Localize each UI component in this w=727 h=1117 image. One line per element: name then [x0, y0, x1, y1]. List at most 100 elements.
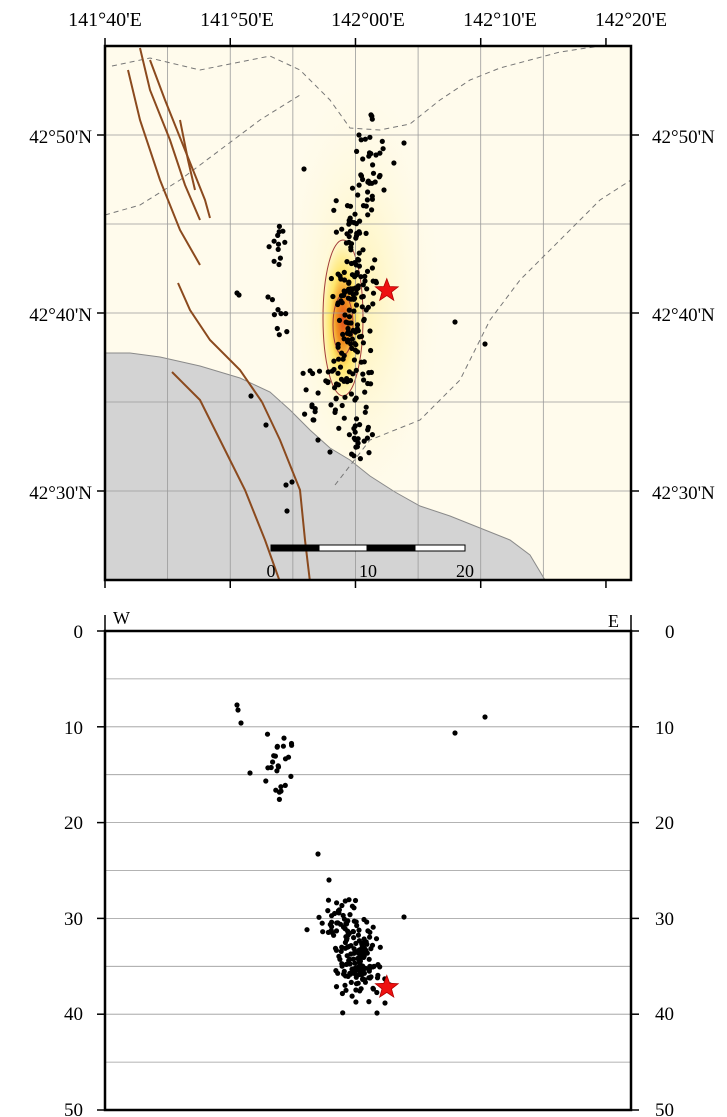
epicenter-dot: [373, 280, 379, 286]
epicenter-dot: [358, 137, 364, 143]
hypocenter-dot: [367, 934, 373, 940]
epicenter-dot: [325, 369, 331, 375]
hypocenter-dot: [355, 980, 361, 986]
hypocenter-dot: [343, 961, 349, 968]
epicenter-dot: [277, 255, 283, 261]
epicenter-dot: [347, 228, 354, 234]
hypocenter-dot: [357, 968, 363, 974]
epicenter-dot: [353, 444, 359, 450]
epicenter-dot: [361, 377, 367, 383]
section-frame: [103, 629, 633, 1112]
epicenter-dot: [275, 307, 281, 313]
epicenter-dot: [348, 260, 355, 267]
epicenter-dot: [355, 192, 361, 198]
epicenter-dot: [365, 380, 371, 387]
epicenter-dot: [351, 308, 357, 314]
hypocenter-dot: [238, 720, 244, 726]
epicenter-dot: [355, 436, 361, 442]
epicenter-dot: [358, 359, 364, 365]
epicenter-dot: [335, 300, 341, 306]
epicenter-dot: [358, 274, 364, 280]
epicenter-dot: [363, 307, 369, 313]
epicenter-dot: [355, 256, 361, 262]
epicenter-dot: [335, 382, 341, 388]
epicenter-dot: [356, 250, 362, 256]
epicenter-dot: [346, 432, 352, 438]
epicenter-dot: [349, 336, 355, 342]
hypocenter-dot: [281, 735, 287, 741]
fault-trace: [261, 401, 311, 580]
epicenter-dot: [340, 331, 346, 337]
epicenter-dot: [351, 357, 357, 363]
hypocenter-dot: [353, 940, 359, 947]
epicenter-dot: [337, 364, 344, 370]
epicenter-dot: [274, 325, 280, 332]
depth-labels-left: 0 10 20 30 40 50: [64, 622, 83, 1117]
hypocenter-dot: [247, 770, 253, 776]
epicenter-dot: [348, 391, 354, 397]
hypocenter-dot: [274, 744, 280, 750]
epicenter-dot: [360, 156, 366, 162]
hypocenter-dot: [341, 971, 347, 977]
depth-labels-right: 0 10 20 30 40 50: [655, 622, 675, 1117]
hypocenter-dot: [382, 1000, 388, 1006]
epicenter-dot: [275, 232, 281, 238]
epicenter-dot: [269, 297, 275, 303]
hypocenter-dot: [280, 743, 286, 749]
epicenter-dot: [346, 217, 352, 224]
epicenter-dot: [357, 422, 363, 428]
depth-label: 50: [655, 1100, 674, 1117]
hypocenter-dot: [329, 924, 335, 930]
epicenter-dot: [331, 366, 337, 373]
epicenter-dot: [364, 286, 370, 292]
hypocenter-dot: [452, 730, 458, 736]
hypocenter-dot: [368, 946, 374, 952]
map-panel: 0 10 20 141°40'E 141°50'E 142°00'E 142°1…: [29, 9, 715, 588]
epicenter-dot: [263, 422, 269, 428]
latitude-labels-right: 42°50'N 42°40'N 42°30'N: [652, 127, 715, 504]
epicenter-dot: [351, 453, 357, 459]
hypocenter-dot: [349, 993, 355, 999]
hypocenter-dot: [366, 956, 372, 962]
epicenter-dot: [275, 246, 281, 252]
scale-label-0: 0: [267, 561, 276, 581]
hypocenter-dot: [348, 979, 354, 986]
scale-bar-seg: [318, 544, 368, 552]
scale-bar-seg: [366, 544, 416, 552]
depth-label: 0: [665, 622, 675, 643]
epicenter-dot: [345, 339, 351, 345]
epicenter-dot: [353, 342, 359, 348]
hypocenter-dot: [352, 948, 358, 955]
lon-label: 142°20'E: [595, 9, 667, 31]
hypocenter-dot: [401, 914, 407, 920]
hypocenter-dot: [361, 954, 367, 961]
epicenter-dot: [271, 238, 277, 244]
lon-label: 141°40'E: [68, 9, 142, 31]
epicenter-dot: [346, 314, 353, 320]
lat-label: 42°40'N: [29, 305, 92, 326]
hypocenter-dot: [270, 759, 276, 765]
hypocenter-dot: [350, 956, 356, 962]
epicenter-dot: [328, 402, 334, 408]
epicenter-dot: [368, 347, 374, 354]
hypocenter-dot: [353, 999, 359, 1005]
depth-label: 40: [655, 1004, 674, 1025]
epicenter-dot: [333, 198, 339, 204]
epicenter-dot: [365, 212, 371, 218]
hypocenter-dot: [356, 947, 362, 953]
east-label: E: [608, 611, 619, 631]
hypocenter-dot: [339, 963, 345, 969]
lat-label: 42°40'N: [652, 305, 715, 326]
hypocenter-dot: [288, 740, 295, 747]
hypocenter-dot: [370, 924, 376, 930]
epicenter-dot: [380, 146, 386, 152]
epicenter-dot: [265, 294, 271, 300]
hypocenter-dot: [345, 918, 351, 924]
fault-trace: [127, 69, 201, 266]
epicenter-dot: [351, 220, 357, 226]
hypocenter-dot: [364, 919, 370, 925]
epicenter-dot: [338, 376, 345, 382]
fault-trace: [139, 47, 201, 221]
hypocenter-dot: [282, 756, 289, 762]
